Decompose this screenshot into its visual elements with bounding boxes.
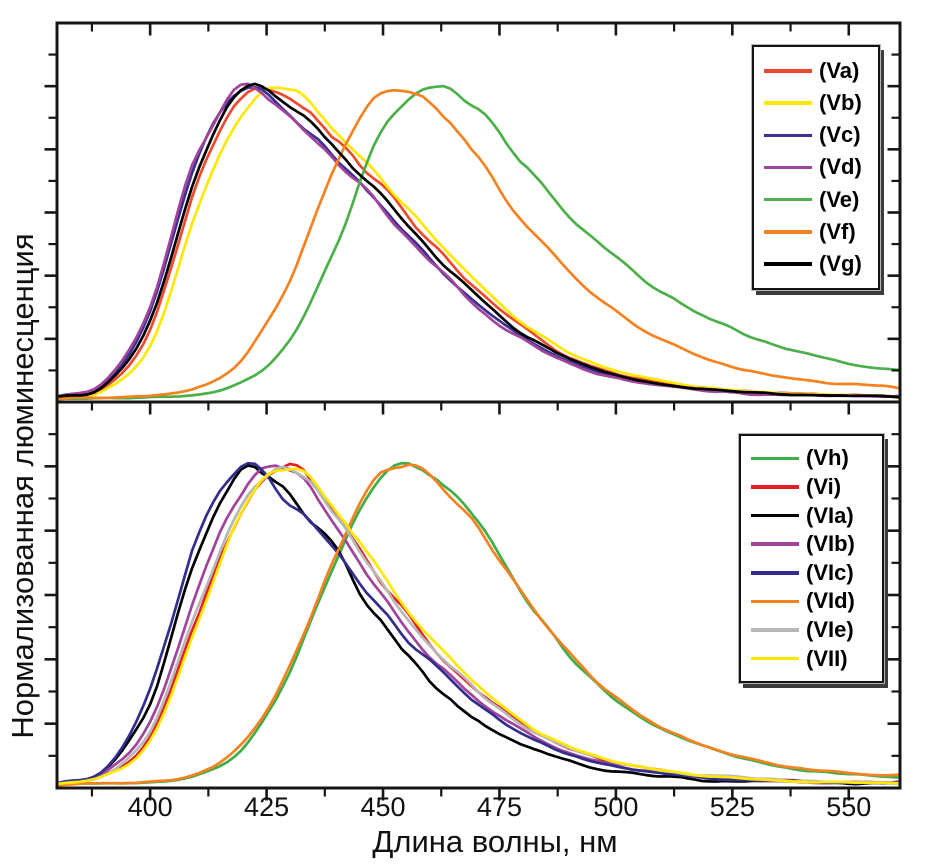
legend-label: (VIe) <box>806 617 854 643</box>
x-tick-label: 500 <box>593 792 638 822</box>
legend-item: (Vf) <box>764 218 868 244</box>
axis-ticks <box>44 24 899 801</box>
curve-Ve <box>58 84 899 401</box>
panel-curves-top <box>58 82 899 401</box>
legend-item: (VIc) <box>751 559 872 585</box>
legend-line-sample <box>751 599 799 604</box>
legend-line-sample <box>764 165 812 170</box>
legend-line-sample <box>764 133 812 138</box>
legend-line-sample <box>764 101 812 105</box>
panel-border-bottom <box>55 400 902 790</box>
legend-top-panel: (Va) (Vb) (Vc) (Vd) (Ve) (Vf) (Vg) <box>751 44 881 291</box>
legend-item: (Ve) <box>764 186 868 212</box>
legend-line-sample <box>764 262 812 266</box>
y-axis-title: Нормализованная люминесценция <box>5 233 40 739</box>
legend-label: (VII) <box>806 645 848 671</box>
legend-label: (VId) <box>806 588 855 614</box>
legend-line-sample <box>751 456 799 461</box>
legend-item: (Vc) <box>764 124 868 146</box>
legend-item: (Vg) <box>764 250 868 276</box>
curve-Vg <box>58 82 899 399</box>
legend-label: (Vc) <box>819 122 861 148</box>
legend-bottom-panel: (Vh) (Vi) (VIa) (VIb) (VIc) (VId) (VIe) (VII) <box>738 433 885 684</box>
x-axis-title: Длина волны, нм <box>372 824 618 859</box>
legend-item: (Vi) <box>751 473 872 499</box>
legend-line-sample <box>764 197 812 202</box>
curve-VII <box>58 467 899 785</box>
panel-curves-bottom <box>58 461 899 787</box>
legend-label: (Vb) <box>819 90 862 116</box>
legend-line-sample <box>751 485 799 489</box>
legend-item: (VId) <box>751 590 872 612</box>
legend-label: (Vg) <box>819 250 862 276</box>
legend-line-sample <box>751 656 799 661</box>
curve-Vd <box>58 82 899 399</box>
x-tick-label: 550 <box>826 792 871 822</box>
x-tick-label: 425 <box>244 792 289 822</box>
legend-label: (VIb) <box>806 531 855 557</box>
x-tick-label: 475 <box>477 792 522 822</box>
legend-label: (Vh) <box>806 445 849 471</box>
legend-item: (Vb) <box>764 92 868 114</box>
legend-line-sample <box>751 628 799 632</box>
legend-item: (VII) <box>751 645 872 671</box>
legend-label: (Vd) <box>819 154 862 180</box>
legend-label: (VIa) <box>806 502 854 528</box>
legend-line-sample <box>764 69 812 73</box>
x-tick-label: 450 <box>360 792 405 822</box>
x-tick-label: 525 <box>710 792 755 822</box>
legend-label: (Vf) <box>819 218 856 244</box>
legend-line-sample <box>751 513 799 518</box>
legend-label: (Ve) <box>819 186 860 212</box>
legend-line-sample <box>751 542 799 546</box>
x-tick-label: 400 <box>128 792 173 822</box>
curve-VId <box>58 463 899 787</box>
legend-item: (VIe) <box>751 619 872 641</box>
legend-line-sample <box>751 571 799 575</box>
legend-item: (Vd) <box>764 156 868 178</box>
curve-Vf <box>58 88 899 401</box>
legend-label: (Vi) <box>806 473 842 499</box>
x-tick-labels: 400 425 450 475 500 525 550 <box>128 792 872 822</box>
legend-item: (Vh) <box>751 447 872 469</box>
legend-item: (VIa) <box>751 502 872 528</box>
legend-line-sample <box>764 230 812 234</box>
legend-label: (VIc) <box>806 559 854 585</box>
legend-label: (Va) <box>819 58 860 84</box>
legend-item: (Va) <box>764 60 868 82</box>
legend-item: (VIb) <box>751 533 872 555</box>
